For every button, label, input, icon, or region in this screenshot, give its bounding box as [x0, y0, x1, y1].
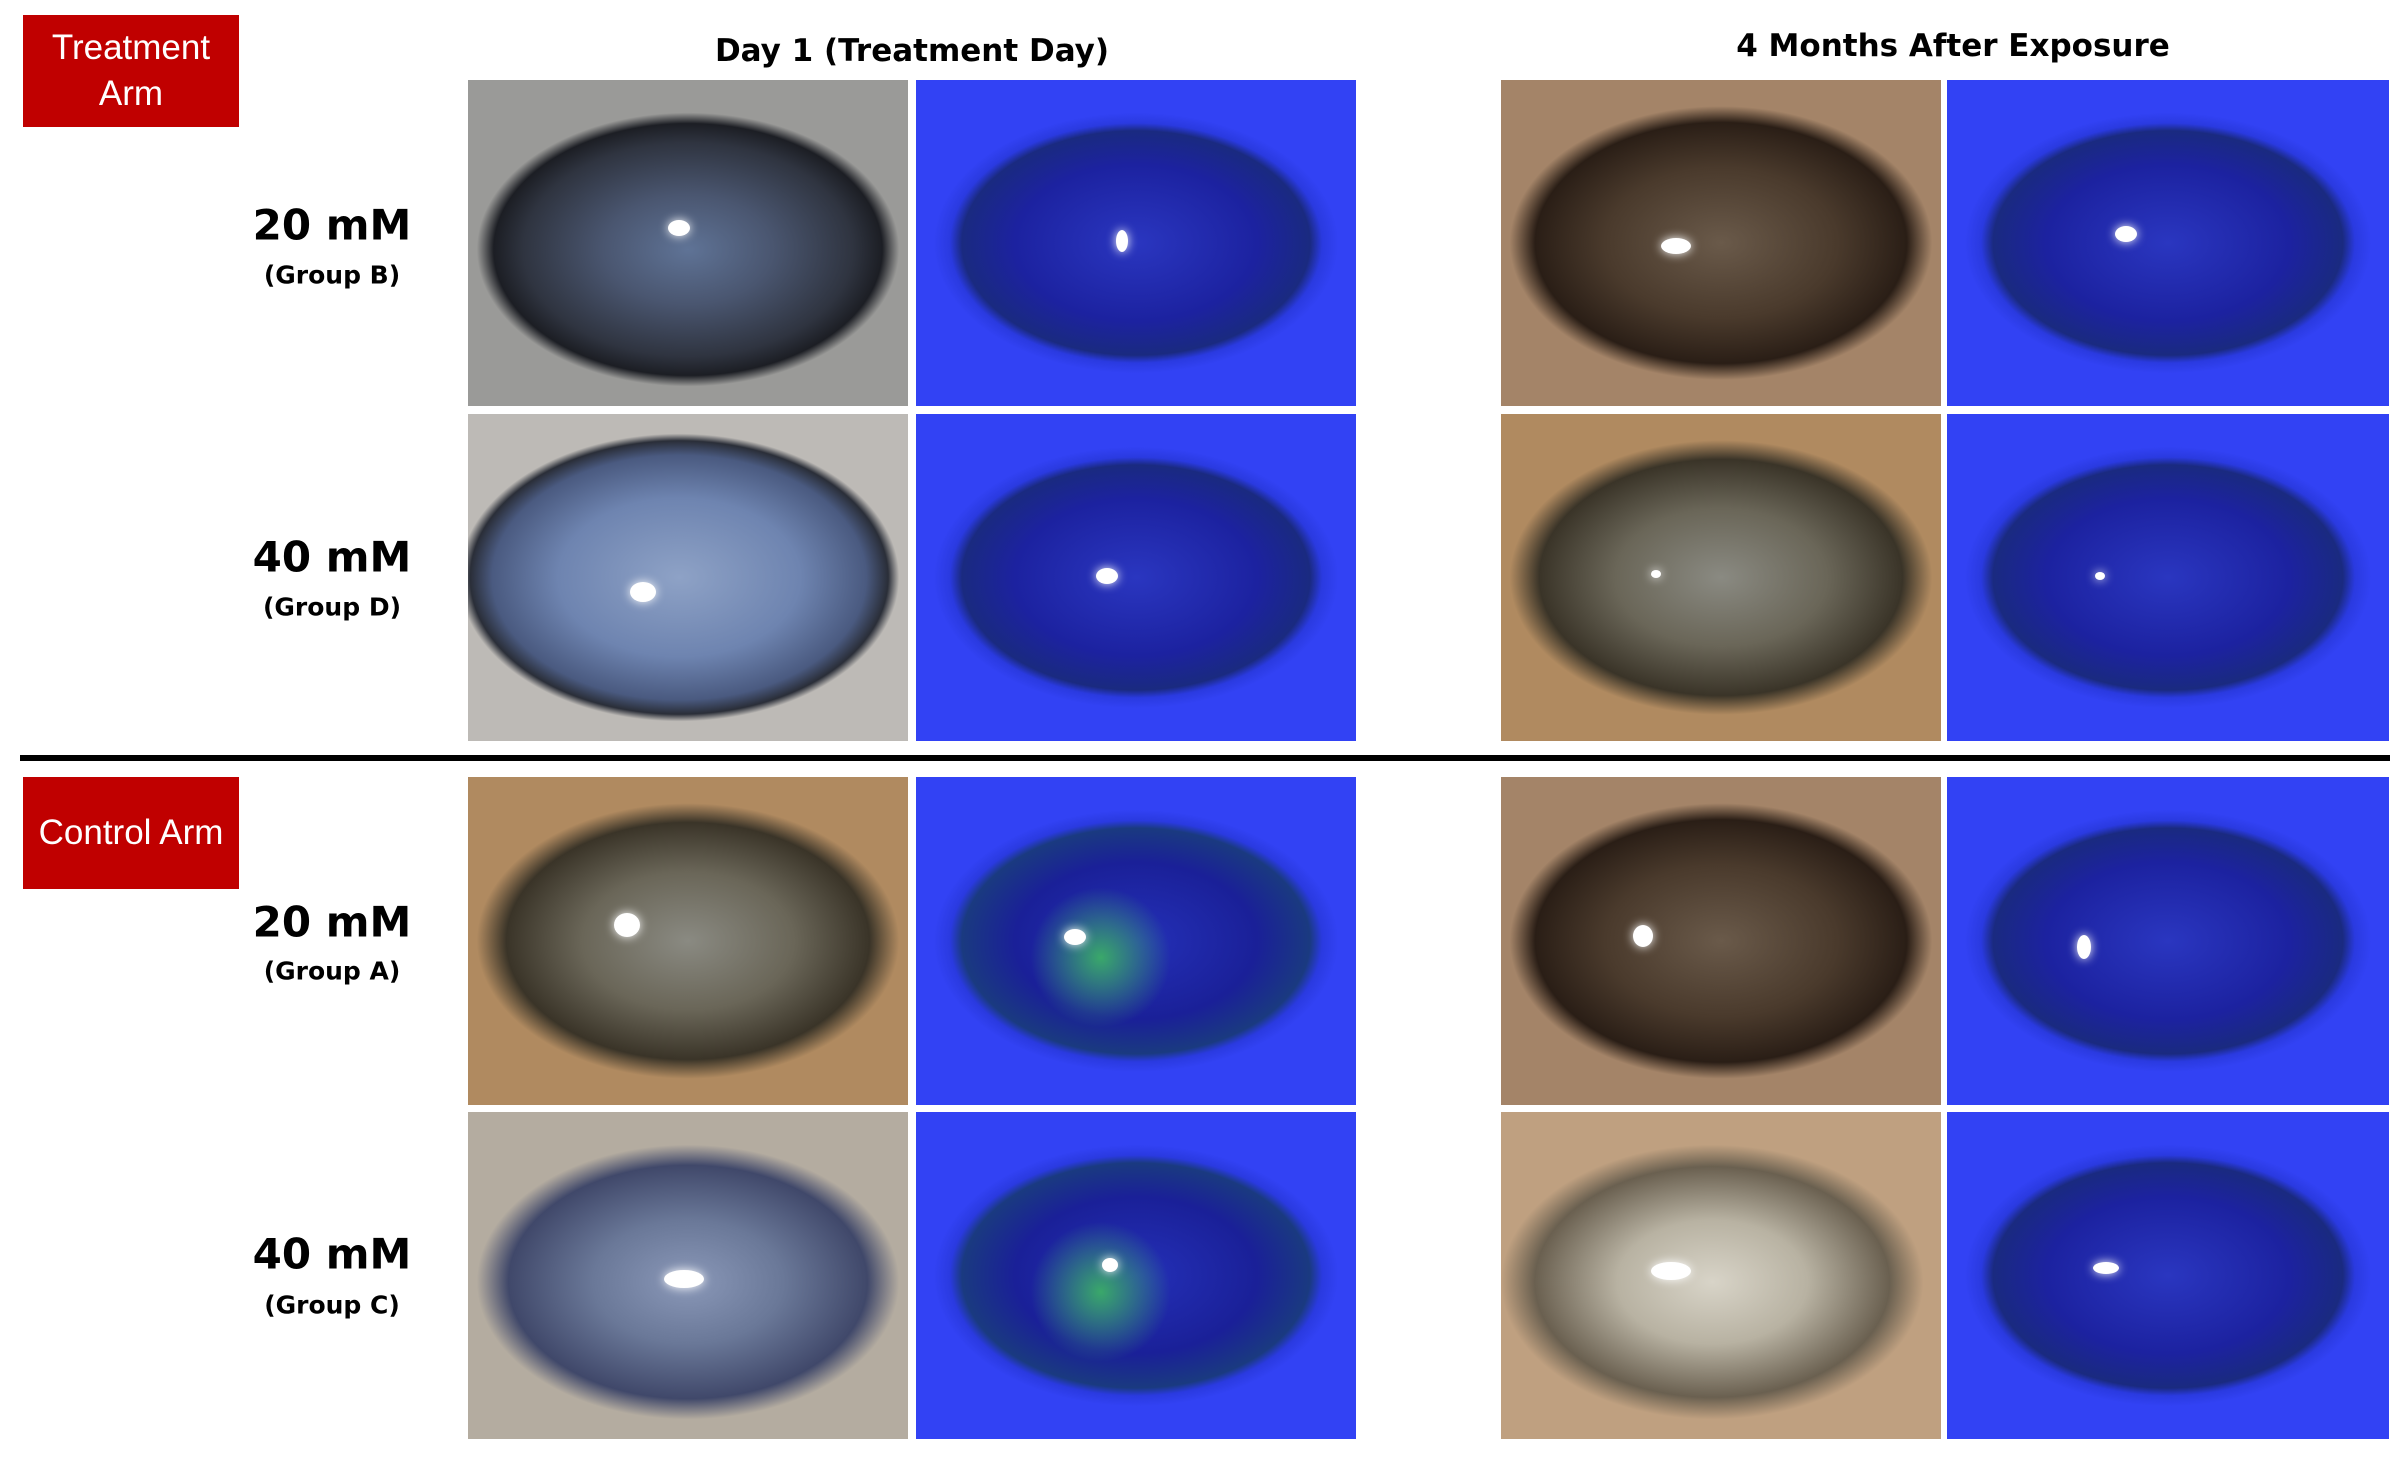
eye-photo — [468, 80, 908, 406]
arm-label-box: Treatment Arm — [23, 15, 239, 127]
group: (Group C) — [264, 1290, 400, 1320]
arm-label: Treatment Arm — [51, 28, 211, 113]
divider — [20, 755, 2390, 761]
concentration: 40 mM — [252, 532, 412, 582]
fluorescein-photo — [916, 414, 1356, 741]
eye-photo — [1501, 414, 1941, 741]
eye-photo — [1501, 1112, 1941, 1439]
group: (Group A) — [263, 956, 401, 986]
eye-photo — [1501, 80, 1941, 406]
arm-label: Control Arm — [38, 813, 224, 852]
column-header: 4 Months After Exposure — [1736, 28, 2170, 64]
fluorescein-photo — [1947, 414, 2389, 741]
fluorescein-photo — [1947, 777, 2389, 1105]
concentration: 40 mM — [252, 1229, 412, 1279]
fluorescein-photo — [1947, 1112, 2389, 1439]
concentration: 20 mM — [252, 200, 412, 250]
concentration: 20 mM — [252, 897, 412, 947]
fluorescein-photo — [916, 80, 1356, 406]
column-header: Day 1 (Treatment Day) — [714, 33, 1110, 69]
group: (Group B) — [263, 260, 401, 290]
arm-label-box: Control Arm — [23, 777, 239, 889]
fluorescein-photo — [916, 777, 1356, 1105]
eye-photo — [1501, 777, 1941, 1105]
eye-photo — [468, 777, 908, 1105]
group: (Group D) — [262, 592, 402, 622]
fluorescein-photo — [1947, 80, 2389, 406]
fluorescein-photo — [916, 1112, 1356, 1439]
eye-photo — [468, 414, 908, 741]
eye-photo — [468, 1112, 908, 1439]
